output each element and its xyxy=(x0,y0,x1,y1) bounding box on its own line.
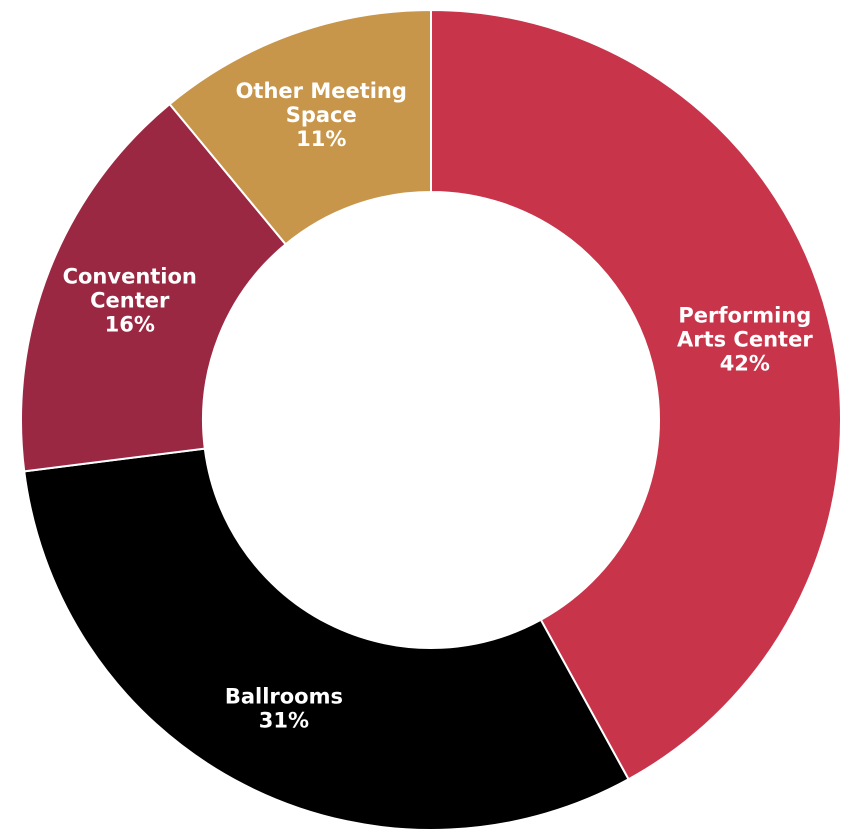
slice-name-label: Other Meeting xyxy=(236,79,407,103)
donut-slice-1 xyxy=(23,447,630,831)
slice-label-0: Performing Arts Center 42% xyxy=(677,303,813,375)
donut-slice-2 xyxy=(20,102,288,473)
slice-percent-label: 11% xyxy=(296,127,346,151)
slice-name-label: Ballrooms xyxy=(225,685,343,709)
slice-name-label: Arts Center xyxy=(677,327,813,351)
donut-slice-0 xyxy=(430,8,841,781)
slice-name-label: Center xyxy=(90,289,170,313)
slice-name-label: Performing xyxy=(678,303,811,327)
slice-percent-label: 16% xyxy=(105,313,155,337)
slice-label-2: Convention Center 16% xyxy=(63,265,197,337)
slice-percent-label: 31% xyxy=(259,709,309,733)
slice-label-1: Ballrooms 31% xyxy=(225,685,343,733)
slice-name-label: Convention xyxy=(63,265,197,289)
slice-percent-label: 42% xyxy=(720,351,770,375)
slice-name-label: Space xyxy=(286,103,357,127)
slice-label-3: Other Meeting Space 11% xyxy=(236,79,407,151)
donut-hole xyxy=(204,193,658,647)
donut-slice-3 xyxy=(168,8,432,246)
